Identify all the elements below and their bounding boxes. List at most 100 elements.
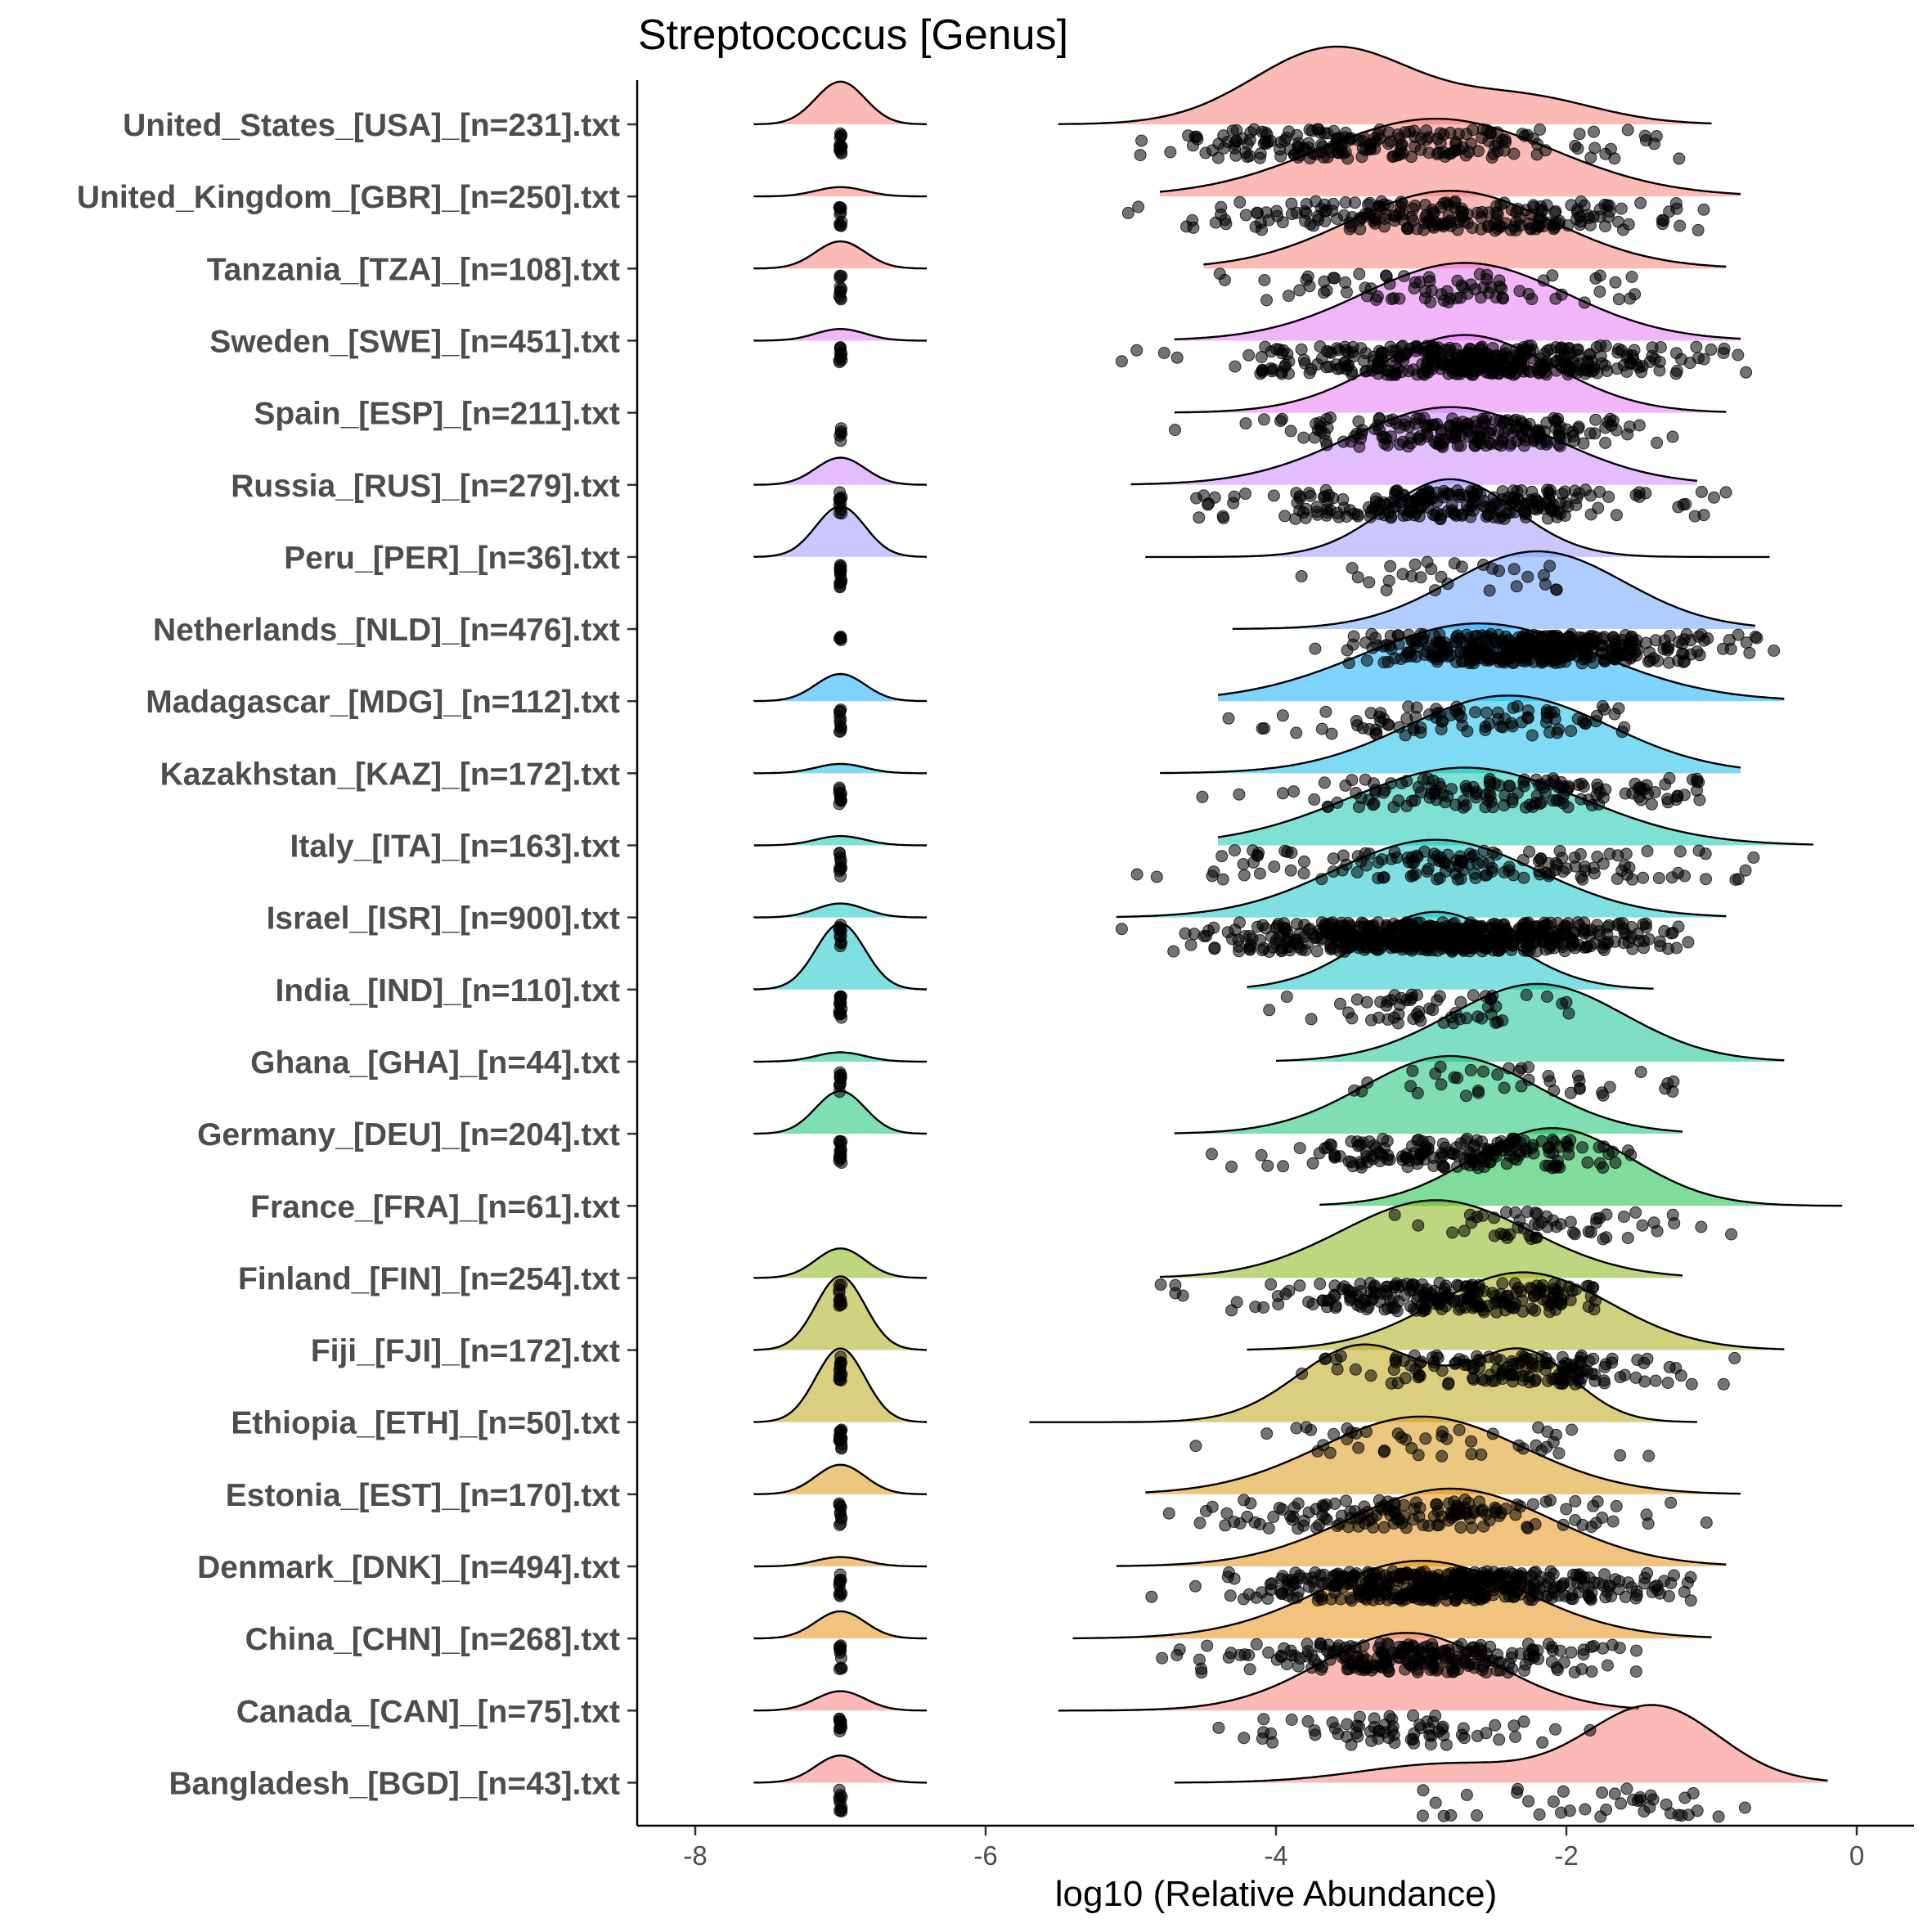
data-point <box>1523 1229 1536 1242</box>
data-point <box>1387 292 1400 305</box>
data-point <box>1517 871 1530 884</box>
data-point <box>1216 510 1229 523</box>
data-point <box>1490 200 1503 213</box>
data-point <box>1563 1804 1576 1817</box>
data-point <box>1612 215 1624 228</box>
data-point <box>1243 133 1256 146</box>
density-outline <box>1058 45 1712 125</box>
data-point <box>1682 1808 1695 1822</box>
zero-density <box>753 1557 928 1566</box>
data-point <box>1516 128 1529 141</box>
data-point <box>1254 216 1267 229</box>
data-point <box>1233 940 1246 953</box>
data-point <box>1184 938 1197 951</box>
data-point <box>1446 1226 1459 1239</box>
data-point <box>1740 366 1753 379</box>
data-point <box>1591 782 1604 794</box>
data-point <box>1387 150 1400 163</box>
data-point <box>1543 643 1557 656</box>
data-point <box>1400 1152 1413 1165</box>
data-point <box>1465 1435 1478 1448</box>
data-point <box>1348 1084 1361 1097</box>
data-point <box>1417 1784 1430 1797</box>
zero-point <box>833 1577 846 1590</box>
data-point <box>1222 712 1235 725</box>
data-point <box>1551 726 1564 739</box>
data-point <box>1503 506 1516 519</box>
density-outline <box>1160 694 1741 775</box>
data-point <box>1503 860 1516 874</box>
data-point <box>1217 142 1230 155</box>
data-point <box>1725 1228 1738 1241</box>
data-point <box>1419 1287 1431 1299</box>
data-point <box>1534 123 1546 136</box>
data-point <box>1409 140 1422 153</box>
data-point <box>1407 1513 1420 1526</box>
density-outline <box>1217 622 1785 700</box>
data-point <box>1420 1640 1433 1653</box>
data-point <box>1596 1086 1609 1099</box>
zero-point <box>833 131 847 144</box>
data-point <box>1425 563 1438 576</box>
data-point <box>1274 150 1287 163</box>
data-point <box>1288 1649 1301 1662</box>
data-point <box>1467 989 1480 1002</box>
zero-point <box>833 1069 847 1082</box>
data-point <box>1377 198 1391 211</box>
data-point <box>1266 1736 1279 1749</box>
data-point <box>1503 1582 1516 1595</box>
data-point <box>1448 508 1461 521</box>
data-point <box>1565 725 1578 738</box>
data-point <box>1229 149 1242 162</box>
y-tick-label: Kazakhstan_[KAZ]_[n=172].txt <box>160 757 620 792</box>
data-point <box>1580 941 1593 954</box>
data-point <box>1208 491 1221 504</box>
zero-point <box>833 1005 846 1018</box>
data-point <box>1359 1425 1373 1438</box>
data-point <box>1324 411 1337 425</box>
data-point <box>1413 1010 1426 1023</box>
data-point <box>1390 1277 1403 1290</box>
data-point <box>1242 1649 1256 1661</box>
data-point <box>1352 415 1365 428</box>
data-point <box>1301 937 1314 950</box>
data-point <box>1410 412 1423 425</box>
data-point <box>1473 934 1486 947</box>
data-point <box>1388 846 1401 859</box>
data-point <box>1670 365 1683 377</box>
data-point <box>1609 1157 1622 1169</box>
data-point <box>1446 1653 1459 1666</box>
data-point <box>1375 347 1388 360</box>
zero-point <box>834 1718 847 1731</box>
data-point <box>1256 944 1269 957</box>
data-point <box>1436 937 1449 950</box>
data-point <box>1328 1497 1341 1510</box>
data-point <box>1460 1280 1473 1293</box>
data-point <box>1684 648 1697 661</box>
data-point <box>1227 496 1240 510</box>
data-point <box>1486 1375 1498 1387</box>
data-point <box>1449 1007 1462 1019</box>
data-point <box>1459 780 1472 793</box>
data-point <box>1190 130 1203 143</box>
data-point <box>1498 1081 1511 1094</box>
data-point <box>1488 1211 1501 1224</box>
data-point <box>1543 559 1557 573</box>
data-point <box>1539 144 1552 157</box>
data-point <box>1297 867 1310 880</box>
zero-density <box>753 81 928 124</box>
data-point <box>1396 568 1409 581</box>
data-point <box>1422 863 1435 875</box>
data-point <box>1268 860 1281 874</box>
data-point <box>1352 1441 1365 1454</box>
data-point <box>1413 510 1426 523</box>
zero-density-outline <box>753 80 928 126</box>
data-point <box>1354 1663 1367 1676</box>
data-point <box>1578 923 1591 936</box>
x-axis: -8 -6 -4 -2 0 <box>683 1826 1864 1871</box>
data-point <box>1467 1372 1480 1385</box>
data-point <box>1278 510 1292 523</box>
data-point <box>1238 869 1251 882</box>
data-point <box>1506 1662 1519 1675</box>
data-point <box>1567 936 1580 949</box>
